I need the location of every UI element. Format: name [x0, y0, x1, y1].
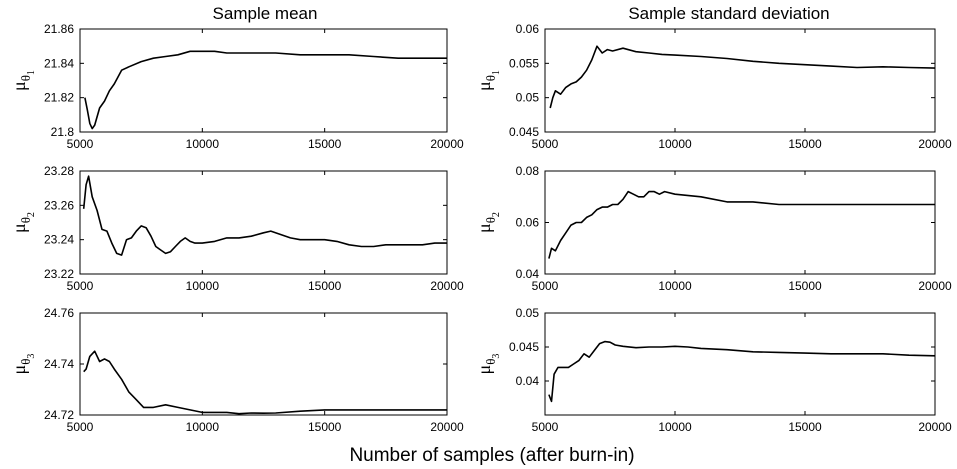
y-axis-label: μθ3 — [9, 354, 37, 375]
axes-box — [544, 312, 936, 416]
y-axis-label: μθ3 — [474, 354, 502, 375]
x-tick-label: 5000 — [532, 137, 559, 151]
y-tick-label: 0.06 — [516, 216, 540, 230]
y-label-subsub: 3 — [491, 354, 502, 359]
x-tick-label: 10000 — [186, 420, 220, 434]
y-label-main: μ — [474, 223, 494, 233]
x-tick-label: 5000 — [532, 279, 559, 293]
y-tick-label: 24.72 — [44, 408, 74, 422]
x-tick-label: 5000 — [67, 420, 94, 434]
y-label-sub: θ — [18, 359, 33, 365]
y-tick-label: 21.82 — [44, 91, 74, 105]
x-tick-label: 15000 — [308, 279, 342, 293]
y-label-subsub: 2 — [26, 212, 37, 217]
panel-0-0: 5000 10000 15000 20000 21.8 21.82 21.84 21.86 μθ… — [9, 22, 464, 151]
y-label-main: μ — [9, 365, 29, 375]
panel-0-1: 5000 10000 15000 20000 0.045 0.05 0.055 0.06 μθ1 — [474, 22, 952, 151]
y-label-subsub: 1 — [491, 70, 502, 75]
panel-1-1: 5000 10000 15000 20000 0.04 0.06 0.08 μθ2 — [474, 164, 952, 293]
x-tick-label: 10000 — [186, 137, 220, 151]
x-tick-label: 20000 — [430, 137, 464, 151]
series-line — [83, 350, 447, 415]
y-tick-label: 0.08 — [516, 164, 540, 178]
y-tick-label: 0.04 — [516, 374, 540, 388]
axes-box — [79, 312, 448, 416]
y-label-main: μ — [474, 81, 494, 91]
y-tick-label: 0.06 — [516, 22, 540, 36]
y-label-sub: θ — [483, 75, 498, 81]
y-label-subsub: 3 — [26, 354, 37, 359]
axes-box — [544, 170, 936, 275]
y-label-sub: θ — [483, 217, 498, 223]
panel-2-0: 5000 10000 15000 20000 24.72 24.74 24.76 μθ3 — [9, 306, 464, 434]
y-label-sub: θ — [18, 217, 33, 223]
x-tick-label: 5000 — [67, 279, 94, 293]
y-tick-label: 21.84 — [44, 56, 74, 70]
y-tick-label: 23.24 — [44, 233, 74, 247]
y-tick-label: 0.045 — [509, 125, 539, 139]
x-tick-label: 15000 — [788, 420, 822, 434]
y-label-subsub: 2 — [491, 212, 502, 217]
x-tick-label: 10000 — [186, 279, 220, 293]
x-tick-label: 10000 — [658, 420, 692, 434]
y-label-main: μ — [9, 81, 29, 91]
series-line — [82, 175, 447, 256]
y-axis-label: μθ1 — [474, 70, 502, 91]
x-tick-label: 20000 — [918, 279, 952, 293]
y-tick-label: 23.28 — [44, 164, 74, 178]
y-axis-label: μθ1 — [9, 70, 37, 91]
series-line — [548, 190, 935, 259]
y-label-sub: θ — [18, 75, 33, 81]
panel-1-0: 5000 10000 15000 20000 23.22 23.24 23.26 23.28 μ… — [9, 164, 464, 293]
series-line — [548, 340, 936, 403]
x-tick-label: 15000 — [788, 279, 822, 293]
y-tick-label: 24.74 — [44, 357, 74, 371]
y-tick-label: 0.04 — [516, 267, 540, 281]
y-axis-label: μθ2 — [9, 212, 37, 233]
y-tick-label: 0.05 — [516, 306, 540, 320]
y-label-main: μ — [474, 365, 494, 375]
panel-2-1: 5000 10000 15000 20000 0.04 0.045 0.05 μθ3 — [474, 306, 952, 434]
x-tick-label: 20000 — [918, 420, 952, 434]
axes-box — [79, 28, 448, 133]
y-tick-label: 23.22 — [44, 267, 74, 281]
x-axis-label: Number of samples (after burn-in) — [349, 445, 634, 466]
y-tick-label: 21.8 — [51, 125, 75, 139]
axes-box — [79, 170, 448, 275]
x-tick-label: 20000 — [918, 137, 952, 151]
x-tick-label: 20000 — [430, 279, 464, 293]
y-tick-label: 0.05 — [516, 91, 540, 105]
y-tick-label: 24.76 — [44, 306, 74, 320]
series-line — [549, 45, 936, 109]
x-tick-label: 10000 — [658, 279, 692, 293]
x-tick-label: 10000 — [658, 137, 692, 151]
x-tick-label: 15000 — [788, 137, 822, 151]
x-tick-label: 20000 — [430, 420, 464, 434]
x-tick-label: 15000 — [308, 137, 342, 151]
col-title-sample-std: Sample standard deviation — [628, 4, 829, 23]
x-tick-label: 5000 — [532, 420, 559, 434]
y-label-sub: θ — [483, 359, 498, 365]
col-title-sample-mean: Sample mean — [213, 4, 318, 23]
series-line — [84, 50, 447, 130]
axes-box — [544, 28, 936, 133]
x-tick-label: 15000 — [308, 420, 342, 434]
y-tick-label: 0.045 — [509, 340, 539, 354]
y-tick-label: 0.055 — [509, 56, 539, 70]
y-axis-label: μθ2 — [474, 212, 502, 233]
y-tick-label: 21.86 — [44, 22, 74, 36]
y-label-main: μ — [9, 223, 29, 233]
y-tick-label: 23.26 — [44, 198, 74, 212]
y-label-subsub: 1 — [26, 70, 37, 75]
x-tick-label: 5000 — [67, 137, 94, 151]
